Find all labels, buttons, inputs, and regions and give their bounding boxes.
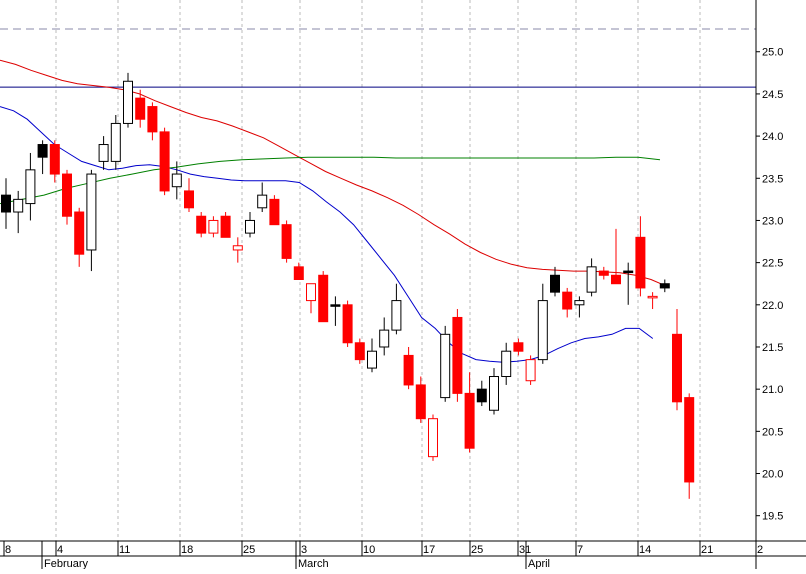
x-tick-label: 2: [757, 544, 763, 556]
candle-body: [403, 354, 414, 386]
x-tick-label: 3: [301, 544, 307, 556]
candle-body: [62, 173, 72, 217]
candle-body: [49, 144, 60, 175]
candle-body: [367, 350, 377, 369]
x-tick-label: 14: [639, 544, 651, 556]
y-tick-label: 24.5: [762, 89, 783, 101]
series-line-2: [0, 59, 667, 287]
y-tick-label: 24.0: [762, 131, 783, 143]
y-tick-label: 20.0: [762, 469, 783, 481]
candle-body: [586, 266, 597, 293]
candle-body: [562, 291, 573, 310]
y-tick-label: 19.5: [762, 511, 783, 523]
month-label: March: [298, 558, 329, 569]
candle-body: [318, 274, 329, 323]
candles-layer: [1, 72, 695, 499]
candle-body: [98, 144, 109, 162]
candle-body: [245, 219, 255, 234]
candle-body: [574, 300, 585, 306]
candle-body: [281, 224, 292, 259]
series-line-1: [0, 106, 654, 363]
candle-body: [342, 304, 353, 344]
candle-body: [476, 388, 487, 403]
month-label: April: [528, 558, 550, 569]
candle-body: [232, 245, 243, 251]
candle-body: [440, 333, 451, 399]
series-line-3: [0, 156, 661, 205]
candle-body: [659, 283, 670, 289]
candle-body: [647, 295, 658, 299]
candle-body: [623, 270, 634, 274]
candle-body: [25, 169, 36, 205]
candle-body: [37, 144, 48, 158]
candle-body: [123, 80, 133, 124]
x-tick-label: 10: [363, 544, 375, 556]
x-tick-label: 25: [471, 544, 483, 556]
candle-body: [635, 236, 646, 289]
candle-body: [86, 173, 97, 251]
x-tick-label: 31: [519, 544, 531, 556]
candle-body: [537, 300, 548, 361]
x-tick-label: 4: [57, 544, 63, 556]
y-tick-label: 23.5: [762, 173, 783, 185]
x-tick-label: 11: [119, 544, 130, 556]
candle-body: [135, 97, 146, 120]
candle-body: [184, 190, 194, 209]
candle-body: [513, 342, 524, 352]
candle-body: [171, 173, 182, 188]
y-tick-label: 25.0: [762, 47, 783, 59]
candle-body: [550, 274, 560, 293]
candle-body: [220, 215, 231, 238]
moving-average-layer: [0, 59, 667, 363]
candle-body: [269, 198, 280, 226]
candle-body: [391, 300, 402, 331]
candle-body: [147, 106, 158, 133]
candle-body: [379, 329, 390, 348]
x-tick-label: 17: [423, 544, 435, 556]
candle-body: [428, 418, 438, 458]
candle-body: [672, 333, 682, 403]
candle-body: [257, 194, 268, 209]
candle-body: [611, 274, 621, 285]
x-tick-label: 25: [243, 544, 255, 556]
candle-body: [525, 359, 536, 382]
candle-body: [501, 350, 512, 378]
candle-body: [330, 304, 341, 307]
candle-body: [489, 376, 499, 411]
y-tick-label: 22.5: [762, 258, 783, 270]
candle-body: [293, 266, 304, 280]
candle-body: [110, 122, 121, 162]
candle-body: [159, 131, 170, 192]
y-tick-label: 20.5: [762, 426, 783, 438]
candle-body: [13, 198, 24, 213]
candle-body: [415, 384, 426, 420]
y-tick-label: 21.5: [762, 342, 783, 354]
candle-body: [74, 211, 85, 255]
candle-body: [196, 215, 207, 234]
candle-body: [598, 270, 609, 276]
y-tick-label: 22.0: [762, 300, 783, 312]
y-tick-label: 21.0: [762, 384, 783, 396]
candle-body: [354, 342, 365, 361]
candle-body: [306, 283, 316, 302]
candle-body: [1, 194, 11, 213]
candle-body: [464, 392, 475, 449]
candle-body: [452, 316, 463, 394]
candle-body: [208, 219, 219, 234]
month-label: February: [44, 558, 89, 569]
x-tick-label: 18: [181, 544, 193, 556]
x-tick-label: 8: [5, 544, 11, 556]
x-tick-label: 7: [577, 544, 583, 556]
candle-body: [684, 397, 695, 483]
y-tick-label: 23.0: [762, 215, 783, 227]
x-tick-label: 21: [701, 544, 713, 556]
